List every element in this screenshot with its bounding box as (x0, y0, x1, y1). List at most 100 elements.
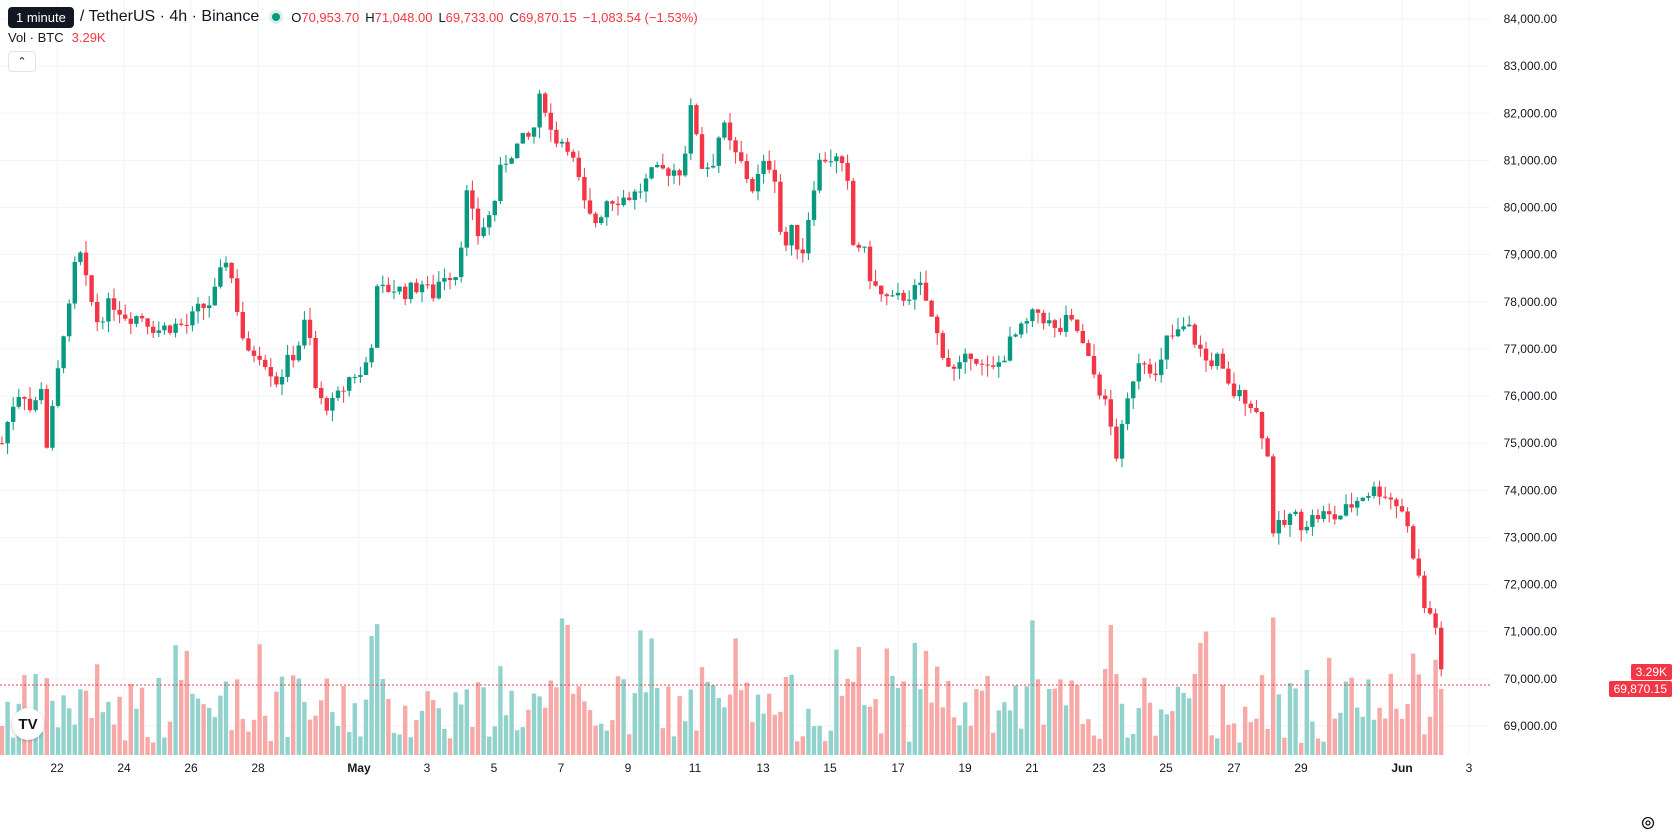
candle (1226, 361, 1231, 386)
candle (744, 153, 749, 184)
volume-bar (1086, 719, 1091, 755)
candle (1360, 497, 1365, 502)
volume-bar (313, 715, 318, 755)
candle (895, 282, 901, 301)
volume-bar (487, 736, 492, 755)
candle (464, 185, 469, 257)
candle (1416, 548, 1421, 579)
candle (935, 314, 940, 345)
candle (974, 358, 979, 366)
volume-bar (201, 704, 206, 755)
candle (901, 290, 906, 307)
candle (1002, 355, 1007, 363)
volume-bar (89, 717, 94, 755)
timeframe-tooltip: 1 minute (8, 6, 74, 28)
volume-bar (621, 679, 626, 755)
volume-bar (335, 725, 341, 755)
volume-bar (946, 680, 951, 755)
candle (739, 140, 744, 164)
volume-bar (274, 691, 279, 755)
volume-bar (50, 700, 55, 755)
candle (1080, 323, 1085, 344)
gear-icon[interactable] (1640, 815, 1656, 831)
volume-bar (1304, 669, 1309, 755)
volume-bar (1142, 677, 1147, 755)
volume-bar (1035, 679, 1041, 755)
volume-bar (688, 689, 693, 755)
volume-bar (862, 705, 867, 755)
volume-bar (918, 689, 923, 755)
volume-bar (207, 707, 212, 755)
volume-bar (901, 681, 906, 755)
tradingview-logo-icon[interactable]: TV (12, 708, 44, 740)
candle (1422, 571, 1427, 614)
symbol-title[interactable]: / TetherUS · 4h · Binance (79, 8, 260, 25)
candle (291, 345, 296, 368)
volume-legend[interactable]: Vol · BTC 3.29K (8, 30, 106, 45)
volume-bar (1360, 716, 1365, 755)
volume-bar (1103, 668, 1108, 755)
candle (1220, 348, 1225, 369)
candle (985, 355, 990, 377)
candle (363, 356, 369, 376)
volume-bar (431, 699, 436, 755)
candle (727, 113, 733, 151)
candle (963, 348, 968, 374)
volume-bar (156, 677, 161, 755)
candle (604, 199, 609, 226)
volume-bar (352, 703, 357, 755)
volume-bar (1125, 737, 1130, 755)
candle (750, 177, 755, 194)
volume-bar (436, 708, 441, 755)
time-tick-label: 29 (1294, 761, 1308, 775)
candle (593, 211, 598, 228)
volume-bar (683, 721, 688, 755)
candle (218, 259, 223, 289)
volume-bar (1069, 680, 1074, 755)
volume-bar (638, 630, 643, 755)
candle (100, 317, 105, 330)
candle (235, 269, 240, 316)
volume-bar (795, 741, 800, 755)
volume-bar (727, 694, 733, 755)
candle (1215, 352, 1220, 370)
price-tick-label: 77,000.00 (1504, 342, 1558, 356)
volume-bar (884, 648, 889, 755)
volume-bar (1181, 692, 1186, 755)
volume-bar (145, 736, 150, 755)
volume-bar (1416, 674, 1421, 755)
volume-bar (1231, 723, 1237, 755)
candle (1069, 308, 1074, 322)
collapse-legend-button[interactable]: ⌃ (8, 51, 36, 72)
candle (856, 242, 861, 252)
candle (1024, 317, 1029, 334)
volume-bar (257, 644, 262, 755)
candle (358, 366, 363, 383)
volume-bar (1276, 694, 1281, 755)
volume-bar (128, 683, 133, 755)
volume-bar (240, 718, 245, 755)
volume-bar (722, 707, 727, 755)
candle (711, 153, 716, 169)
volume-bar (503, 715, 509, 755)
candle (134, 315, 139, 328)
volume-bar (369, 636, 374, 755)
volume-bar (1433, 659, 1438, 755)
volume-bar (526, 709, 531, 755)
volume-bar (363, 699, 369, 755)
candle (156, 321, 161, 338)
candle (195, 297, 201, 324)
volume-bar (705, 681, 710, 755)
candle (1265, 436, 1270, 458)
volume-bar (677, 696, 682, 755)
candle (251, 345, 257, 363)
time-tick-label: 7 (558, 761, 565, 775)
volume-bar (828, 730, 833, 755)
candle (795, 224, 800, 260)
candle (951, 364, 957, 381)
candle (879, 285, 884, 302)
volume-bar (559, 618, 565, 755)
volume-bar (1198, 642, 1203, 755)
